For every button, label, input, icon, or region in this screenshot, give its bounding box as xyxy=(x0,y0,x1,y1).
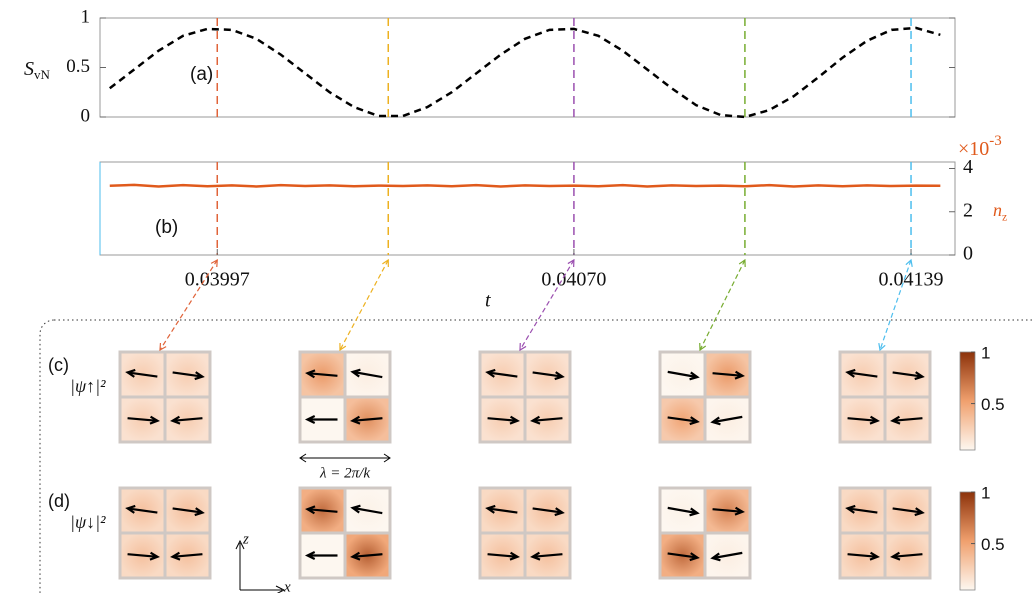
multiplier-exp: -3 xyxy=(989,133,1002,149)
y2-tick-label: 2 xyxy=(963,199,973,221)
spin-arrow xyxy=(487,551,520,561)
spin-arrow xyxy=(304,415,338,424)
snapshot-connector xyxy=(339,259,389,351)
data-line xyxy=(109,26,941,119)
spin-arrow xyxy=(532,507,565,517)
connector-heads xyxy=(878,258,913,352)
y2-tick-label: 0 xyxy=(963,243,973,265)
spin-arrow xyxy=(530,551,563,561)
label-main: S xyxy=(24,58,34,80)
spin-arrow xyxy=(305,369,338,379)
spin-arrow xyxy=(712,506,745,516)
snapshot-connector xyxy=(159,259,218,351)
multiplier-base: ×10 xyxy=(958,138,989,160)
spin-arrow xyxy=(125,368,158,378)
plot-box-b xyxy=(99,161,956,256)
y-tick-label: 1 xyxy=(81,6,91,27)
spin-arrow xyxy=(350,415,383,425)
spin-arrow xyxy=(172,507,205,517)
spin-arrow xyxy=(845,504,878,514)
axis-label: SvN xyxy=(24,58,51,82)
row-label: (c) xyxy=(48,355,69,375)
spin-arrow xyxy=(305,505,338,515)
axis-label: nz xyxy=(993,200,1007,223)
spin-arrow xyxy=(172,371,205,381)
z-label: z xyxy=(242,531,249,547)
spin-arrow xyxy=(485,504,518,514)
row-quantity: |ψ↑|² xyxy=(70,376,106,396)
wavelength-head-left xyxy=(299,453,307,463)
x-tick-label: 0.03997 xyxy=(185,269,250,291)
snapshot-connector xyxy=(519,259,575,351)
spin-arrow xyxy=(667,552,700,562)
colorbar-tick-label: 1 xyxy=(981,483,990,502)
x-axis-label: t xyxy=(485,290,491,312)
colorbar-tick-label: 0.5 xyxy=(981,535,1005,554)
spin-arrow xyxy=(127,415,160,425)
colorbar xyxy=(959,351,976,451)
axis-multiplier: ×10-3 xyxy=(958,133,1002,159)
spin-arrow xyxy=(304,551,338,560)
spin-arrow xyxy=(350,504,383,515)
connector-heads xyxy=(519,258,575,352)
x-tick-label: 0.04070 xyxy=(541,269,606,291)
spin-arrow xyxy=(667,370,700,381)
label-sub: z xyxy=(1002,210,1007,223)
spin-arrow xyxy=(532,371,565,381)
spin-arrow xyxy=(125,504,158,514)
data-line xyxy=(109,183,941,188)
row-label: (d) xyxy=(48,491,70,511)
spin-arrow xyxy=(530,415,563,425)
spin-arrow xyxy=(487,415,520,425)
connector-heads xyxy=(339,258,389,352)
snapshot-frame xyxy=(39,319,1035,593)
spin-arrow xyxy=(890,551,923,561)
spin-arrow xyxy=(890,415,923,425)
spin-arrow xyxy=(710,415,743,426)
spin-arrow xyxy=(710,551,743,562)
z-arrowhead xyxy=(235,539,245,550)
snapshot-connector xyxy=(699,259,746,351)
wavelength-head-right xyxy=(383,453,391,463)
spin-arrow xyxy=(350,551,383,561)
y-tick-label: 0 xyxy=(81,105,91,126)
connector-heads xyxy=(159,258,218,352)
spin-arrow xyxy=(845,368,878,378)
label-sub: vN xyxy=(34,67,51,82)
x-tick-label: 0.04139 xyxy=(879,269,944,291)
spin-arrow xyxy=(350,368,383,379)
spin-arrow xyxy=(892,371,925,381)
spin-arrow xyxy=(892,507,925,517)
label-main: n xyxy=(993,200,1002,220)
spin-arrow xyxy=(847,415,880,425)
density-cell xyxy=(343,350,392,399)
spin-arrow xyxy=(712,370,745,380)
spin-arrow xyxy=(127,551,160,561)
connector-heads xyxy=(699,258,746,352)
y-tick-label: 0.5 xyxy=(66,56,90,77)
colorbar-tick-label: 0.5 xyxy=(981,395,1005,414)
colorbar-tick-label: 1 xyxy=(981,343,990,362)
colorbar xyxy=(959,491,976,591)
row-quantity: |ψ↓|² xyxy=(70,512,106,532)
spin-arrow xyxy=(667,506,700,517)
spin-arrow xyxy=(170,551,203,561)
spin-arrow xyxy=(170,415,203,425)
x-label: x xyxy=(283,579,291,593)
y2-tick-label: 4 xyxy=(963,156,973,178)
spin-arrow xyxy=(485,368,518,378)
spin-arrow xyxy=(667,416,700,426)
wavelength-label: λ = 2π/k xyxy=(319,465,370,481)
panel-label: (a) xyxy=(190,64,213,85)
spin-arrow xyxy=(847,551,880,561)
plot-box-a xyxy=(99,17,956,118)
panel-label: (b) xyxy=(155,217,178,238)
